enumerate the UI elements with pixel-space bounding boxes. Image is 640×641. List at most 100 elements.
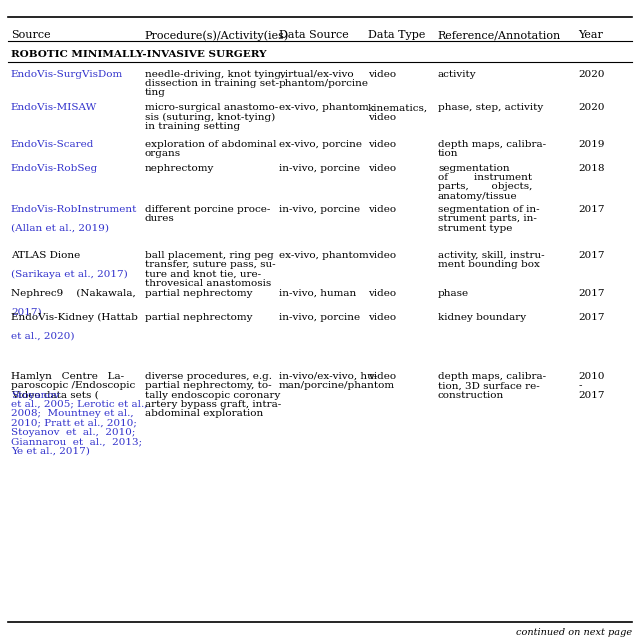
Text: ATLAS Dione: ATLAS Dione: [11, 251, 80, 260]
Text: Data Type: Data Type: [368, 30, 425, 40]
Text: Year: Year: [578, 30, 603, 40]
Text: video: video: [368, 113, 396, 122]
Text: 2008;  Mountney et al.,: 2008; Mountney et al.,: [11, 409, 134, 418]
Text: video: video: [368, 140, 396, 149]
Text: tally endoscopic coronary: tally endoscopic coronary: [145, 390, 280, 399]
Text: depth maps, calibra-: depth maps, calibra-: [438, 140, 546, 149]
Text: dures: dures: [145, 215, 175, 224]
Text: Stoyanov: Stoyanov: [11, 390, 60, 399]
Text: anatomy/tissue: anatomy/tissue: [438, 192, 518, 201]
Text: ex-vivo, phantom: ex-vivo, phantom: [278, 251, 369, 260]
Text: nephrectomy: nephrectomy: [145, 163, 214, 172]
Text: strument type: strument type: [438, 224, 512, 233]
Text: of        instrument: of instrument: [438, 173, 532, 182]
Text: ment bounding box: ment bounding box: [438, 260, 540, 269]
Text: man/porcine/phantom: man/porcine/phantom: [278, 381, 395, 390]
Text: throvesical anastomosis: throvesical anastomosis: [145, 279, 271, 288]
Text: (Allan et al., 2019): (Allan et al., 2019): [11, 224, 109, 233]
Text: et al., 2005; Lerotic et al.,: et al., 2005; Lerotic et al.,: [11, 400, 147, 409]
Text: abdominal exploration: abdominal exploration: [145, 409, 263, 418]
Text: segmentation of in-: segmentation of in-: [438, 205, 540, 214]
Text: 2019: 2019: [578, 140, 605, 149]
Text: EndoVis-RobInstrument: EndoVis-RobInstrument: [11, 205, 138, 214]
Text: depth maps, calibra-: depth maps, calibra-: [438, 372, 546, 381]
Text: construction: construction: [438, 390, 504, 399]
Text: partial nephrectomy, to-: partial nephrectomy, to-: [145, 381, 271, 390]
Text: Hamlyn   Centre   La-: Hamlyn Centre La-: [11, 372, 124, 381]
Text: Data Source: Data Source: [278, 30, 348, 40]
Text: 2017: 2017: [578, 390, 605, 399]
Text: phase, step, activity: phase, step, activity: [438, 103, 543, 112]
Text: Procedure(s)/Activity(ies): Procedure(s)/Activity(ies): [145, 30, 289, 40]
Text: phantom/porcine: phantom/porcine: [278, 79, 369, 88]
Text: video: video: [368, 205, 396, 214]
Text: dissection in training set-: dissection in training set-: [145, 79, 279, 88]
Text: video: video: [368, 69, 396, 78]
Text: Video data sets (: Video data sets (: [11, 390, 99, 399]
Text: artery bypass graft, intra-: artery bypass graft, intra-: [145, 400, 281, 409]
Text: 2010; Pratt et al., 2010;: 2010; Pratt et al., 2010;: [11, 419, 137, 428]
Text: video: video: [368, 289, 396, 298]
Text: 2017: 2017: [578, 251, 605, 260]
Text: kinematics,: kinematics,: [368, 103, 428, 112]
Text: et al., 2020): et al., 2020): [11, 332, 74, 341]
Text: Ye et al., 2017): Ye et al., 2017): [11, 446, 90, 455]
Text: video: video: [368, 163, 396, 172]
Text: tion: tion: [438, 149, 458, 158]
Text: 2017: 2017: [578, 313, 605, 322]
Text: Stoyanov  et  al.,  2010;: Stoyanov et al., 2010;: [11, 428, 135, 437]
Text: in-vivo/ex-vivo, hu-: in-vivo/ex-vivo, hu-: [278, 372, 377, 381]
Text: -: -: [578, 381, 582, 390]
Text: partial nephrectomy: partial nephrectomy: [145, 313, 252, 322]
Text: (Sarikaya et al., 2017): (Sarikaya et al., 2017): [11, 270, 128, 279]
Text: ting: ting: [145, 88, 166, 97]
Text: in training setting: in training setting: [145, 122, 240, 131]
Text: ball placement, ring peg: ball placement, ring peg: [145, 251, 273, 260]
Text: parts,       objects,: parts, objects,: [438, 182, 532, 192]
Text: diverse procedures, e.g.: diverse procedures, e.g.: [145, 372, 272, 381]
Text: 2020: 2020: [578, 103, 605, 112]
Text: Source: Source: [11, 30, 51, 40]
Text: activity, skill, instru-: activity, skill, instru-: [438, 251, 545, 260]
Text: organs: organs: [145, 149, 181, 158]
Text: ROBOTIC MINIMALLY-INVASIVE SURGERY: ROBOTIC MINIMALLY-INVASIVE SURGERY: [11, 50, 266, 59]
Text: 2010: 2010: [578, 372, 605, 381]
Text: video: video: [368, 313, 396, 322]
Text: transfer, suture pass, su-: transfer, suture pass, su-: [145, 260, 275, 269]
Text: strument parts, in-: strument parts, in-: [438, 215, 537, 224]
Text: 2018: 2018: [578, 163, 605, 172]
Text: partial nephrectomy: partial nephrectomy: [145, 289, 252, 298]
Text: continued on next page: continued on next page: [516, 628, 632, 637]
Text: kidney boundary: kidney boundary: [438, 313, 526, 322]
Text: EndoVis-MISAW: EndoVis-MISAW: [11, 103, 97, 112]
Text: EndoVis-RobSeg: EndoVis-RobSeg: [11, 163, 98, 172]
Text: ex-vivo, phantom: ex-vivo, phantom: [278, 103, 369, 112]
Text: tion, 3D surface re-: tion, 3D surface re-: [438, 381, 540, 390]
Text: phase: phase: [438, 289, 469, 298]
Text: virtual/ex-vivo: virtual/ex-vivo: [278, 69, 353, 78]
Text: video: video: [368, 372, 396, 381]
Text: Nephrec9    (Nakawala,: Nephrec9 (Nakawala,: [11, 289, 136, 298]
Text: segmentation: segmentation: [438, 163, 509, 172]
Text: Reference/Annotation: Reference/Annotation: [438, 30, 561, 40]
Text: activity: activity: [438, 69, 477, 78]
Text: ex-vivo, porcine: ex-vivo, porcine: [278, 140, 362, 149]
Text: sis (suturing, knot-tying): sis (suturing, knot-tying): [145, 113, 275, 122]
Text: in-vivo, porcine: in-vivo, porcine: [278, 205, 360, 214]
Text: in-vivo, porcine: in-vivo, porcine: [278, 163, 360, 172]
Text: in-vivo, human: in-vivo, human: [278, 289, 356, 298]
Text: micro-surgical anastomo-: micro-surgical anastomo-: [145, 103, 278, 112]
Text: needle-driving, knot tying,: needle-driving, knot tying,: [145, 69, 284, 78]
Text: different porcine proce-: different porcine proce-: [145, 205, 270, 214]
Text: EndoVis-SurgVisDom: EndoVis-SurgVisDom: [11, 69, 123, 78]
Text: ture and knot tie, ure-: ture and knot tie, ure-: [145, 270, 261, 279]
Text: 2020: 2020: [578, 69, 605, 78]
Text: EndoVis-Kidney (Hattab: EndoVis-Kidney (Hattab: [11, 313, 138, 322]
Text: Giannarou  et  al.,  2013;: Giannarou et al., 2013;: [11, 437, 142, 446]
Text: EndoVis-Scared: EndoVis-Scared: [11, 140, 94, 149]
Text: 2017: 2017: [578, 289, 605, 298]
Text: video: video: [368, 251, 396, 260]
Text: paroscopic /Endoscopic: paroscopic /Endoscopic: [11, 381, 135, 390]
Text: 2017): 2017): [11, 308, 42, 317]
Text: 2017: 2017: [578, 205, 605, 214]
